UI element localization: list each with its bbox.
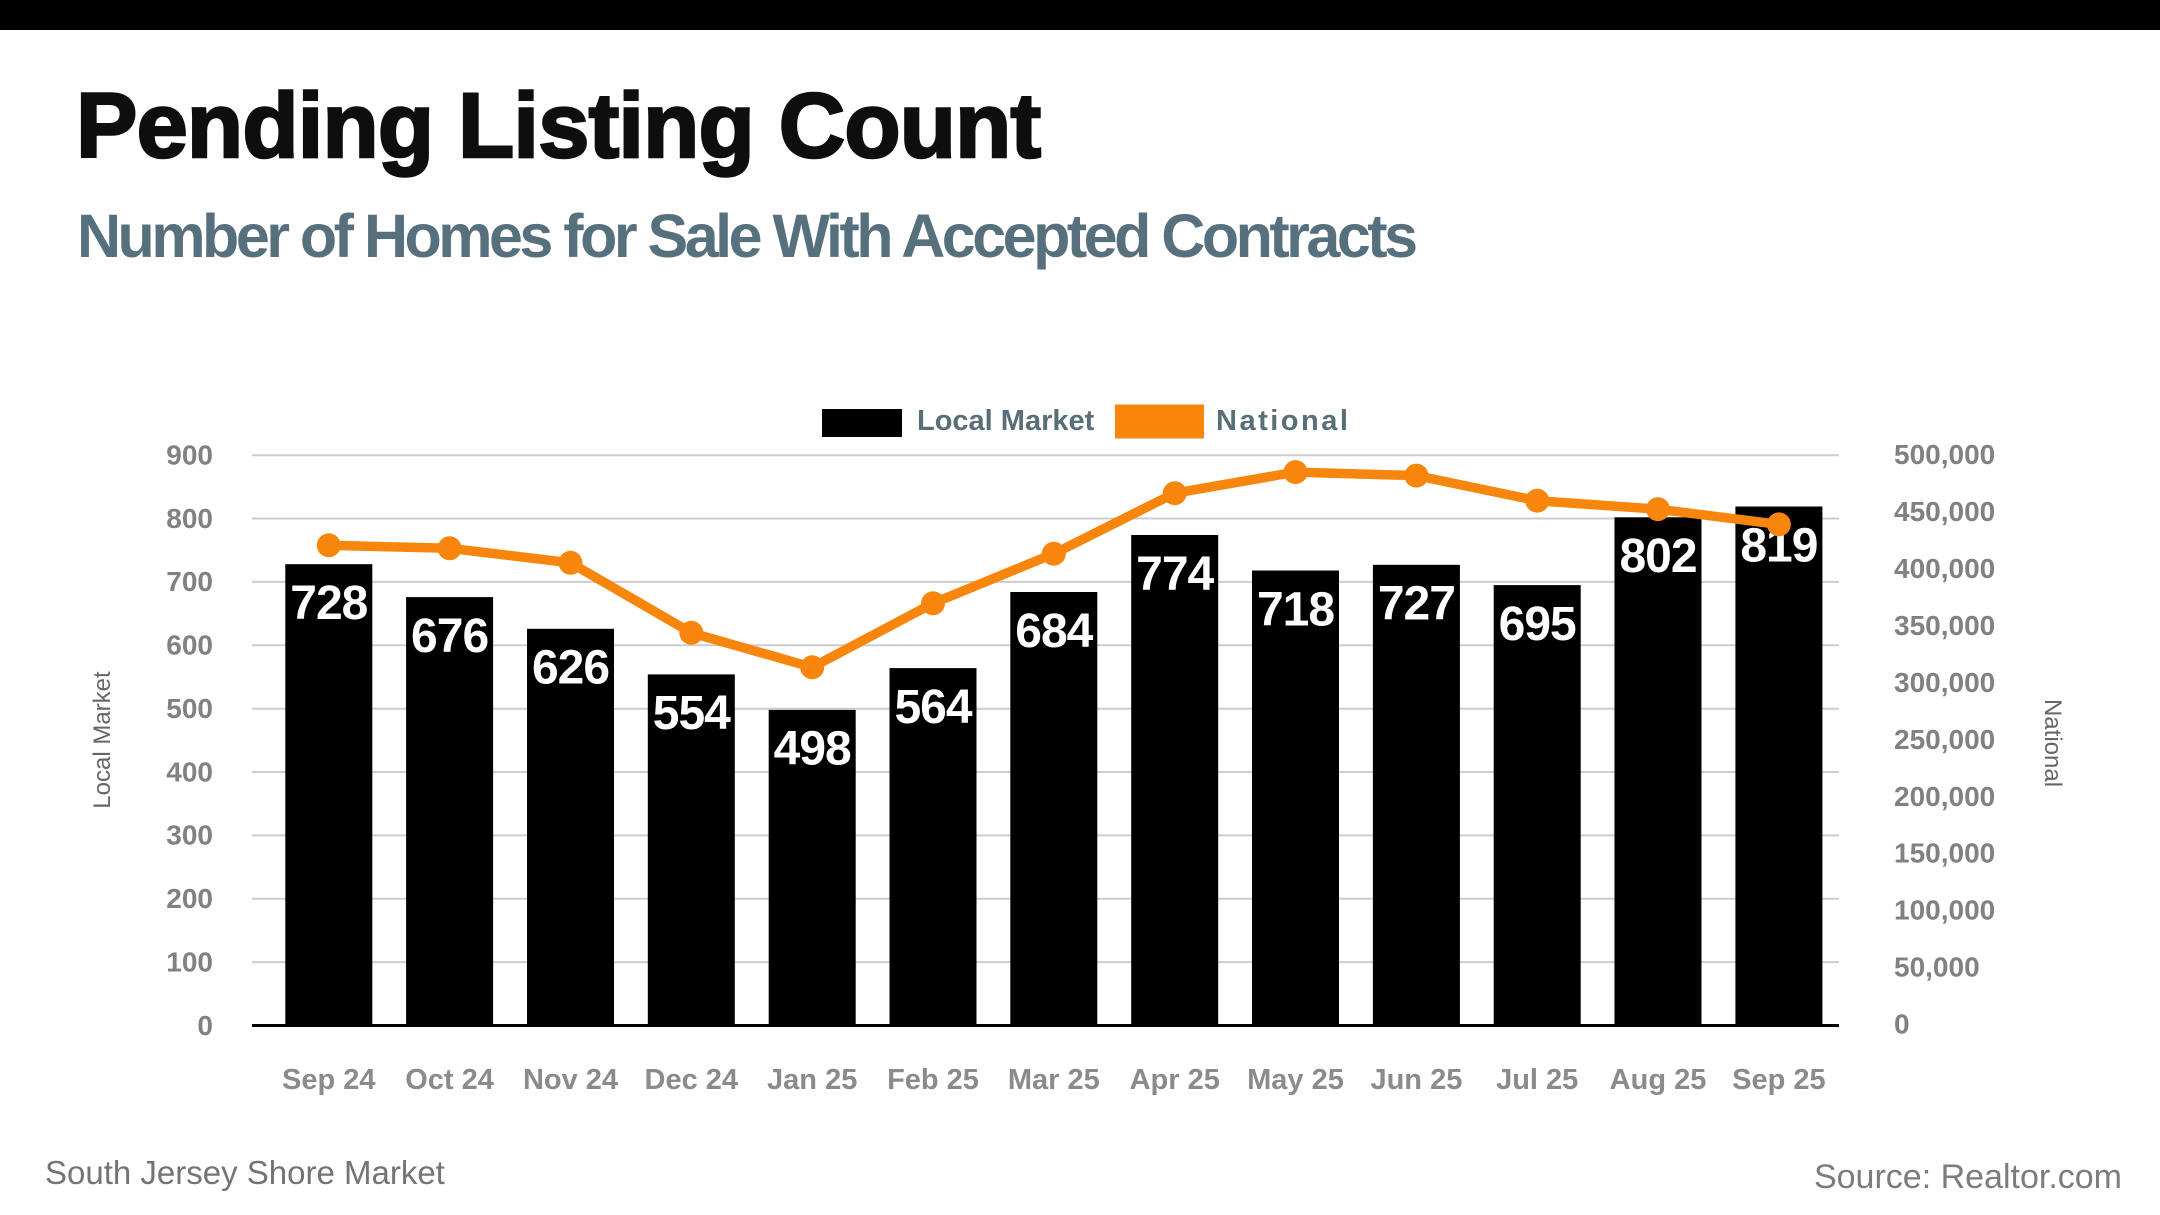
svg-text:0: 0 [1894, 1009, 1910, 1040]
svg-text:802: 802 [1619, 530, 1696, 583]
svg-text:Apr 25: Apr 25 [1130, 1064, 1220, 1096]
svg-text:498: 498 [774, 723, 851, 776]
svg-text:695: 695 [1499, 598, 1576, 651]
svg-text:Source: Realtor.com: Source: Realtor.com [1814, 1158, 2122, 1196]
svg-text:Jan 25: Jan 25 [767, 1064, 857, 1096]
svg-text:676: 676 [411, 610, 488, 663]
svg-text:700: 700 [166, 566, 213, 597]
svg-text:774: 774 [1136, 548, 1214, 601]
svg-text:728: 728 [290, 577, 367, 630]
svg-text:150,000: 150,000 [1894, 838, 1995, 869]
svg-text:450,000: 450,000 [1894, 496, 1995, 527]
svg-text:200,000: 200,000 [1894, 781, 1995, 812]
svg-text:Jun 25: Jun 25 [1370, 1064, 1462, 1096]
svg-text:50,000: 50,000 [1894, 952, 1980, 983]
svg-text:Sep 24: Sep 24 [282, 1064, 376, 1096]
svg-text:600: 600 [166, 630, 213, 661]
svg-text:727: 727 [1378, 578, 1455, 631]
svg-text:National: National [2039, 699, 2066, 787]
svg-text:250,000: 250,000 [1894, 724, 1995, 755]
svg-text:350,000: 350,000 [1894, 610, 1995, 641]
svg-text:South Jersey Shore Market: South Jersey Shore Market [45, 1154, 445, 1191]
svg-text:May 25: May 25 [1247, 1064, 1344, 1096]
svg-text:Local Market: Local Market [917, 405, 1095, 437]
svg-text:Oct 24: Oct 24 [405, 1064, 494, 1096]
svg-text:300,000: 300,000 [1894, 667, 1995, 698]
svg-text:Sep 25: Sep 25 [1732, 1064, 1826, 1096]
svg-text:718: 718 [1257, 583, 1334, 636]
svg-text:Pending Listing Count: Pending Listing Count [76, 75, 1041, 177]
svg-text:400,000: 400,000 [1894, 553, 1995, 584]
svg-text:684: 684 [1015, 605, 1093, 658]
svg-text:800: 800 [166, 503, 213, 534]
svg-text:554: 554 [653, 687, 731, 740]
svg-text:Number of Homes for Sale With: Number of Homes for Sale With Accepted C… [77, 202, 1416, 270]
svg-text:400: 400 [166, 756, 213, 787]
svg-text:Aug 25: Aug 25 [1610, 1064, 1707, 1096]
svg-text:Mar 25: Mar 25 [1008, 1064, 1100, 1096]
svg-text:0: 0 [197, 1010, 213, 1041]
svg-text:564: 564 [894, 681, 972, 734]
svg-text:Local Market: Local Market [89, 671, 116, 809]
svg-text:300: 300 [166, 820, 213, 851]
svg-text:Dec 24: Dec 24 [645, 1064, 739, 1096]
svg-text:Nov 24: Nov 24 [523, 1064, 618, 1096]
svg-text:200: 200 [166, 883, 213, 914]
svg-text:National: National [1216, 405, 1350, 437]
svg-text:Jul 25: Jul 25 [1496, 1064, 1578, 1096]
svg-text:100: 100 [166, 946, 213, 977]
svg-text:Feb 25: Feb 25 [887, 1064, 979, 1096]
svg-text:900: 900 [166, 440, 213, 471]
svg-text:626: 626 [532, 642, 609, 695]
svg-text:500,000: 500,000 [1894, 439, 1995, 470]
svg-text:100,000: 100,000 [1894, 895, 1995, 926]
svg-text:500: 500 [166, 693, 213, 724]
